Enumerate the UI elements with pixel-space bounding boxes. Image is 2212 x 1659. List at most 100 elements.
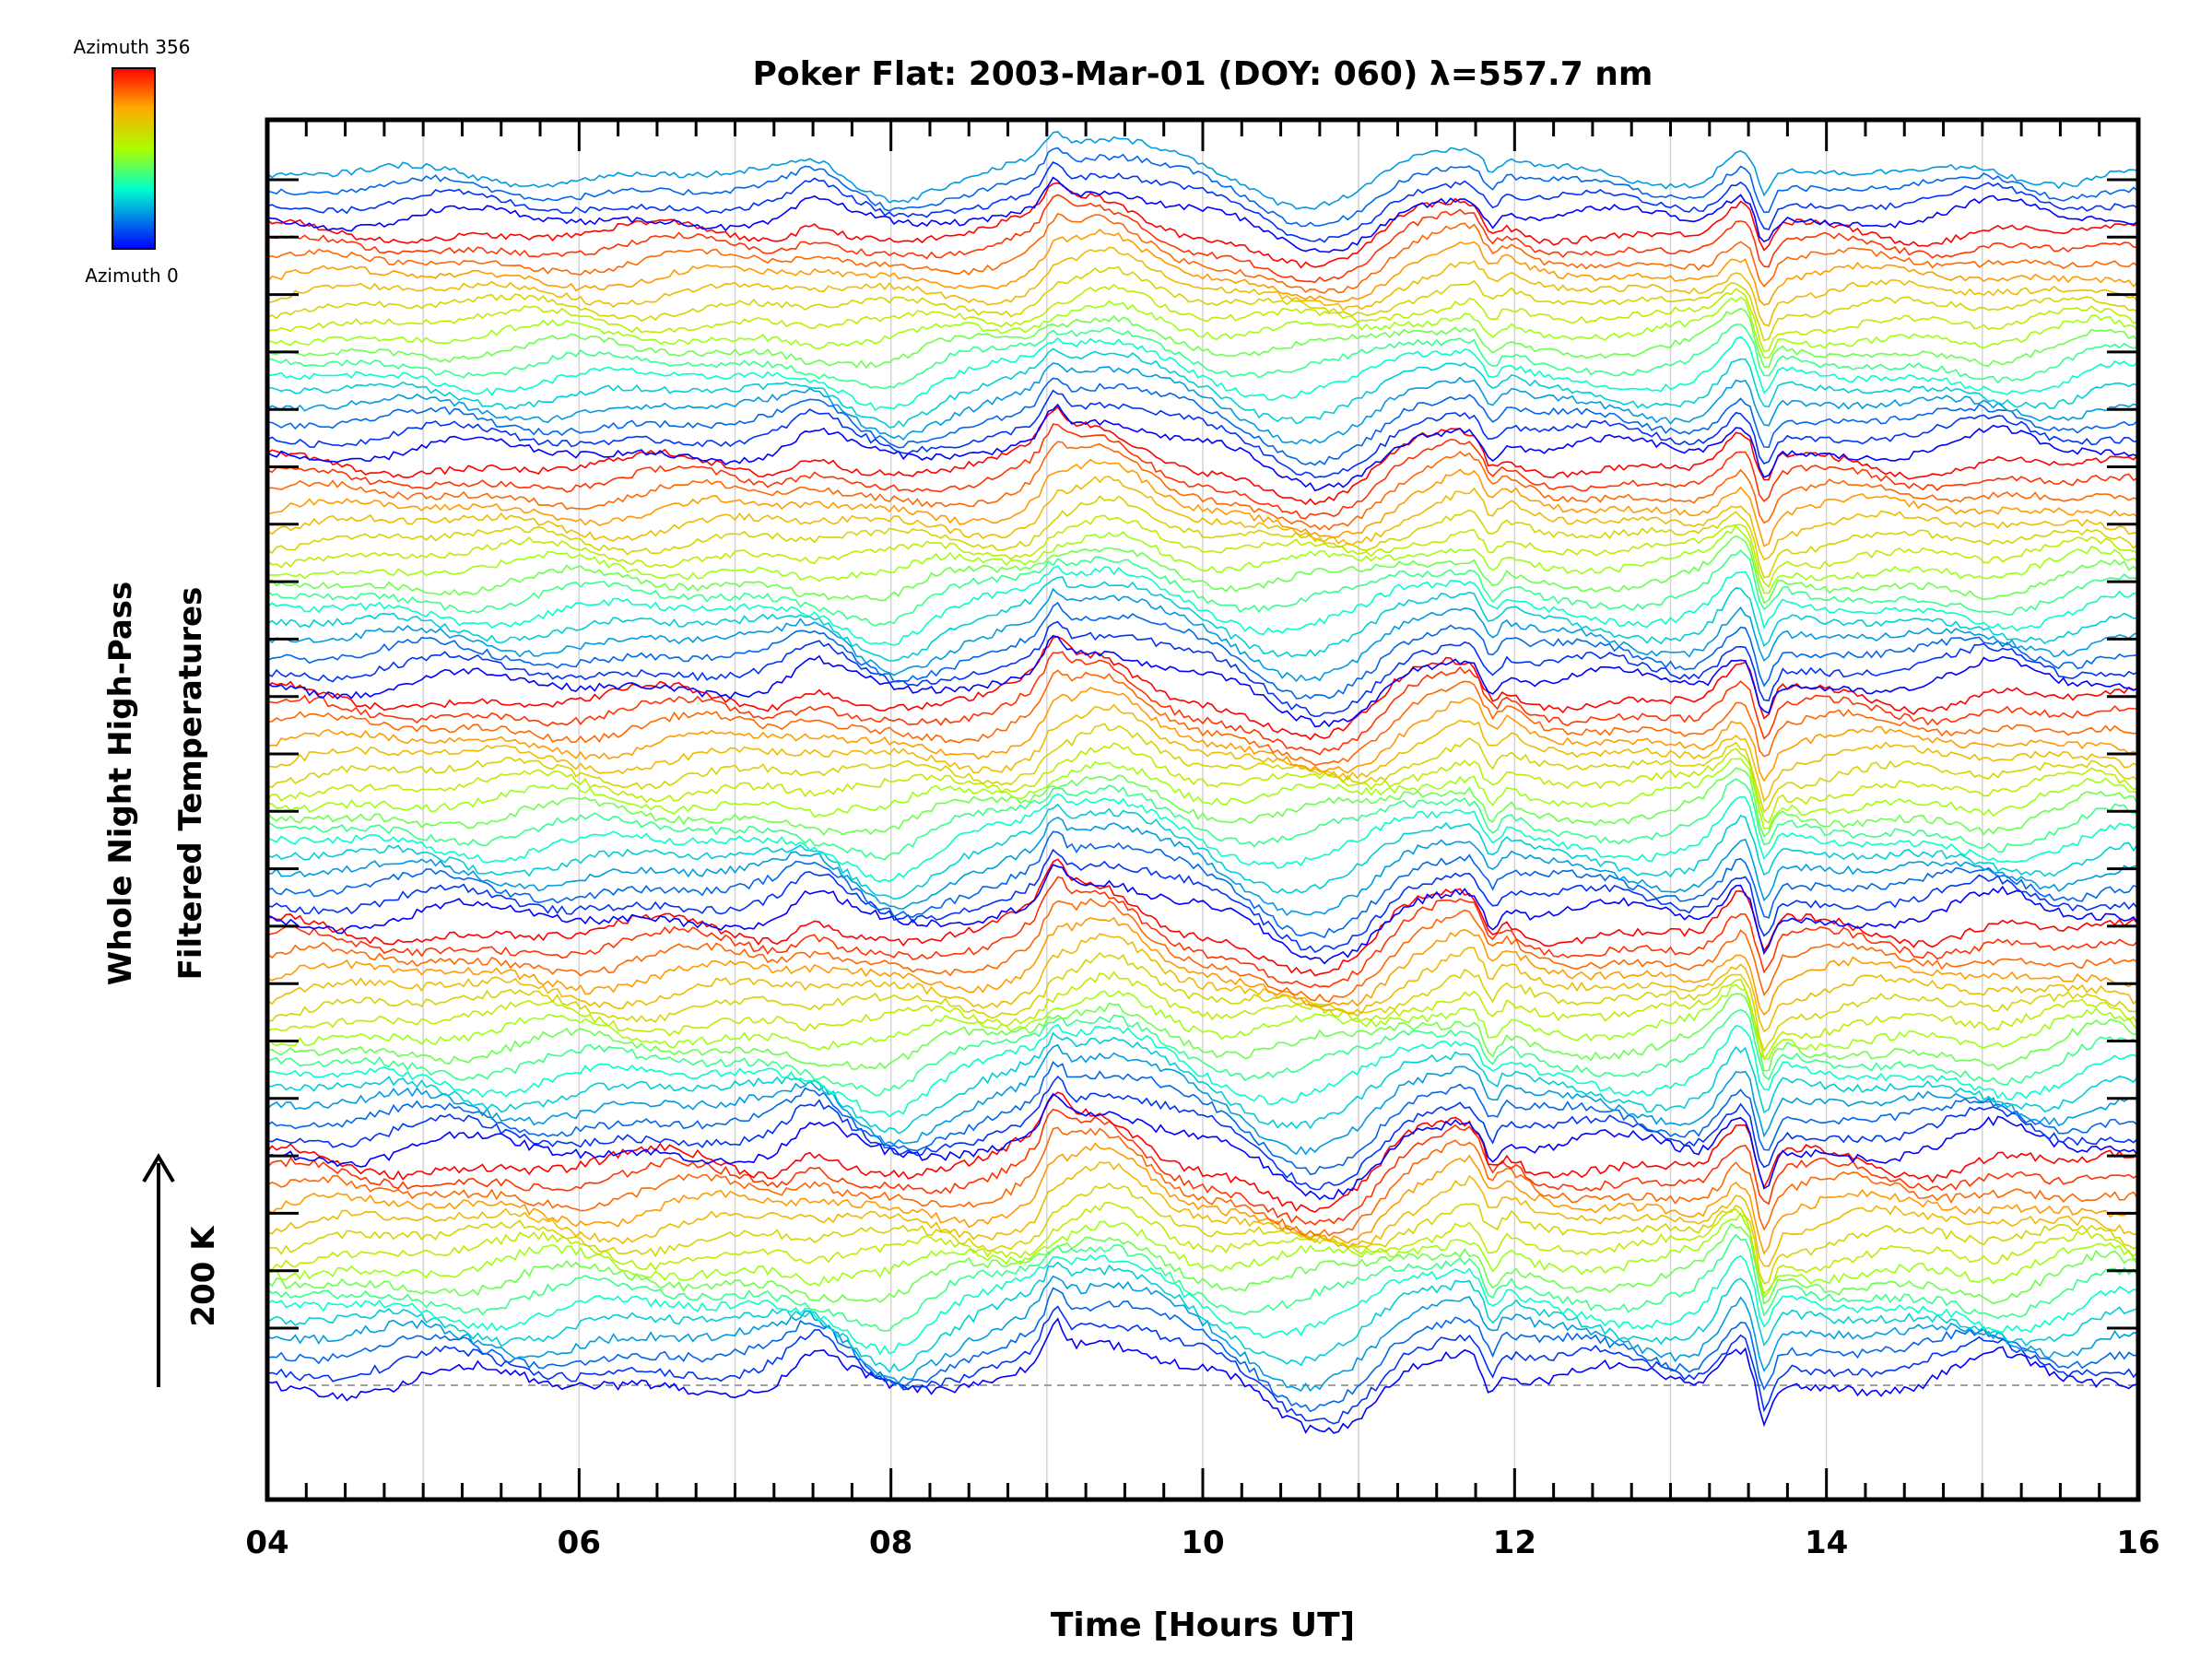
series-line-1 [267,1305,2138,1425]
series-line-60 [267,458,2138,547]
series-line-32 [267,864,2138,965]
series-line-73 [267,283,2138,353]
series-line-31 [267,858,2138,977]
series-line-68 [267,347,2138,429]
series-line-53 [267,565,2138,646]
series-line-39 [267,767,2138,839]
x-tick-label-08: 08 [869,1524,912,1561]
series-line-7 [267,1222,2138,1305]
series-line-75 [267,246,2138,327]
series-line-67 [267,362,2138,445]
series-line-9 [267,1201,2138,1295]
series-line-62 [267,423,2138,520]
series-line-19 [267,1043,2138,1156]
series-line-44 [267,687,2138,782]
series-line-82 [267,147,2138,228]
series-line-54 [267,549,2138,627]
series-line-65 [267,389,2138,478]
series-line-20 [267,1031,2138,1135]
series-line-10 [267,1182,2138,1285]
series-line-51 [267,587,2138,683]
scale-bar: 200 K [142,1153,222,1387]
series-line-4 [267,1261,2138,1373]
series-line-81 [267,160,2138,243]
series-line-23 [267,993,2138,1072]
series-line-64 [267,403,2138,492]
series-line-49 [267,620,2138,718]
series-line-47 [267,636,2138,741]
series-line-28 [267,916,2138,1017]
series-line-14 [267,1108,2138,1226]
series-line-35 [267,816,2138,916]
series-line-38 [267,778,2138,861]
series-line-37 [267,793,2138,883]
colorbar: Azimuth 356 Azimuth 0 [74,36,191,287]
series-line-48 [267,634,2138,728]
series-line-36 [267,803,2138,900]
y-axis-label: Whole Night High-Pass Filtered Temperatu… [102,582,209,986]
scale-arrow-head [142,1153,175,1183]
axis-ticks [265,120,2140,1500]
series-line-12 [267,1142,2138,1255]
series-line-80 [267,176,2138,253]
plot-frame [265,117,2141,1502]
series-line-13 [267,1126,2138,1237]
series-line-77 [267,212,2138,294]
series-line-16 [267,1092,2138,1201]
x-tick-label-14: 14 [1805,1524,1848,1561]
x-tick-label-16: 16 [2116,1524,2159,1561]
series-line-26 [267,951,2138,1053]
colorbar-bottom-label: Azimuth 0 [85,265,179,287]
series-line-52 [267,576,2138,662]
series-line-71 [267,307,2138,370]
x-tick-label-04: 04 [245,1524,288,1561]
series-line-63 [267,406,2138,506]
series-line-40 [267,758,2138,830]
x-tick-label-12: 12 [1493,1524,1536,1561]
series-lines [267,131,2138,1434]
series-line-59 [267,476,2138,561]
series-line-55 [267,535,2138,605]
x-tick-labels: 04 06 08 10 12 14 16 [245,1524,2159,1561]
series-line-83 [267,131,2138,210]
series-line-25 [267,971,2138,1061]
series-line-76 [267,229,2138,306]
colorbar-top-label: Azimuth 356 [74,36,191,58]
chart-title: Poker Flat: 2003-Mar-01 (DOY: 060) λ=557… [753,55,1653,93]
colorbar-gradient [112,67,156,250]
series-line-78 [267,194,2138,284]
series-line-72 [267,296,2138,359]
series-line-8 [267,1212,2138,1300]
series-line-46 [267,651,2138,756]
scale-label: 200 K [185,1225,222,1327]
series-line-45 [267,669,2138,767]
series-line-21 [267,1023,2138,1118]
series-line-27 [267,933,2138,1033]
series-line-58 [267,495,2138,579]
series-line-2 [267,1287,2138,1413]
series-line-56 [267,524,2138,594]
series-line-50 [267,601,2138,700]
series-line-0 [267,1317,2138,1434]
series-line-70 [267,324,2138,390]
x-axis-label: Time [Hours UT] [1051,1606,1355,1644]
series-line-17 [267,1075,2138,1191]
series-line-57 [267,514,2138,589]
series-line-29 [267,898,2138,1003]
series-line-11 [267,1161,2138,1267]
series-line-30 [267,876,2138,989]
series-line-18 [267,1061,2138,1176]
series-line-22 [267,1008,2138,1097]
series-line-66 [267,377,2138,466]
series-line-34 [267,830,2138,939]
series-line-74 [267,265,2138,342]
series-line-42 [267,723,2138,814]
x-tick-label-10: 10 [1181,1524,1224,1561]
series-line-61 [267,441,2138,531]
y-axis-label-line1: Whole Night High-Pass [102,582,139,986]
y-axis-label-line2: Filtered Temperatures [172,587,209,981]
series-line-24 [267,983,2138,1060]
series-line-5 [267,1253,2138,1356]
series-line-33 [267,848,2138,953]
